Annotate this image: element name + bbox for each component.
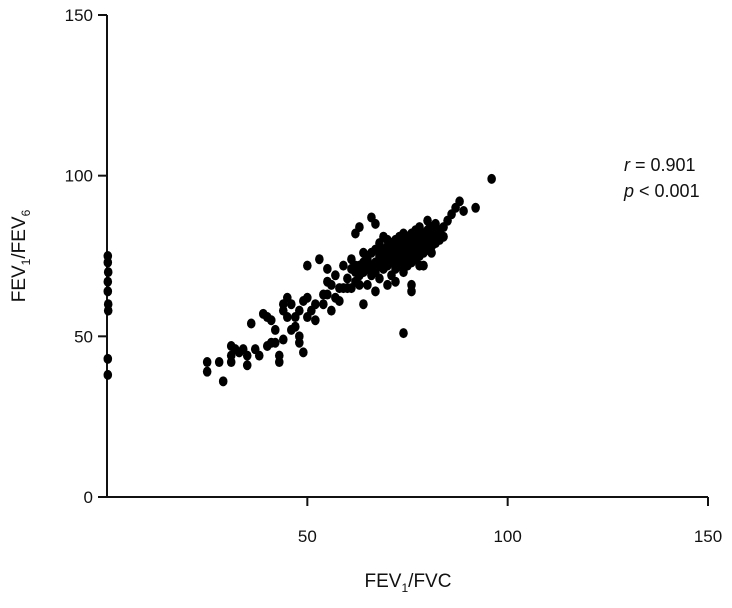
data-point (363, 279, 372, 290)
data-point (335, 295, 344, 306)
data-point (103, 369, 113, 380)
data-point (359, 299, 368, 310)
data-point (471, 202, 480, 213)
y-tick-label: 0 (84, 488, 93, 507)
data-point (214, 357, 224, 368)
data-point (407, 286, 416, 297)
y-tick-label: 50 (74, 327, 93, 346)
y-tick-label: 150 (65, 6, 93, 25)
data-points (103, 173, 496, 387)
data-point (311, 299, 320, 310)
data-point (427, 247, 436, 258)
data-point (270, 324, 280, 335)
data-point (323, 289, 332, 300)
data-point (319, 299, 328, 310)
data-point (274, 357, 284, 368)
correlation-annotation: r = 0.901 (624, 155, 696, 175)
data-point (103, 267, 113, 278)
data-point (327, 279, 336, 290)
data-point (375, 273, 384, 284)
data-point (303, 292, 312, 303)
data-point (218, 376, 228, 387)
data-point (303, 260, 312, 271)
data-point (311, 315, 320, 326)
data-point (103, 299, 113, 310)
data-point (315, 254, 324, 265)
data-point (391, 276, 400, 287)
data-point (103, 286, 113, 297)
data-point (278, 334, 288, 345)
data-point (299, 347, 308, 358)
x-axis-title: FEV1/FVC (365, 571, 452, 595)
x-tick-label: 150 (694, 527, 722, 546)
data-point (455, 196, 464, 207)
data-point (399, 328, 408, 339)
data-point (343, 273, 352, 284)
data-point (202, 357, 212, 368)
data-point (439, 231, 448, 242)
data-point (371, 218, 380, 229)
data-point (246, 318, 256, 329)
y-ticks: 0 50 100 150 (65, 6, 107, 507)
data-point (287, 299, 296, 310)
x-ticks: 50 100 150 (298, 497, 722, 546)
y-tick-label: 100 (65, 167, 93, 186)
data-point (355, 279, 364, 290)
data-point (103, 353, 113, 364)
data-point (283, 312, 292, 323)
data-point (383, 279, 392, 290)
data-point (103, 251, 113, 261)
data-point (459, 206, 468, 217)
data-point (270, 337, 280, 348)
data-point (295, 337, 304, 348)
data-point (339, 260, 348, 271)
data-point (295, 305, 304, 316)
data-point (202, 366, 212, 377)
x-tick-label: 50 (298, 527, 317, 546)
data-point (266, 315, 276, 326)
data-point (103, 276, 113, 287)
data-point (327, 305, 336, 316)
data-point (242, 360, 252, 371)
data-point (254, 350, 264, 361)
data-point (242, 350, 252, 361)
data-point (355, 222, 364, 233)
data-point (419, 260, 428, 271)
data-point (487, 173, 496, 184)
data-point (331, 270, 340, 281)
data-point (291, 321, 300, 332)
p-value-annotation: p < 0.001 (623, 181, 700, 201)
x-tick-label: 100 (493, 527, 521, 546)
y-axis-title: FEV1/FEV6 (9, 209, 33, 302)
data-point (323, 263, 332, 274)
data-point (371, 286, 380, 297)
